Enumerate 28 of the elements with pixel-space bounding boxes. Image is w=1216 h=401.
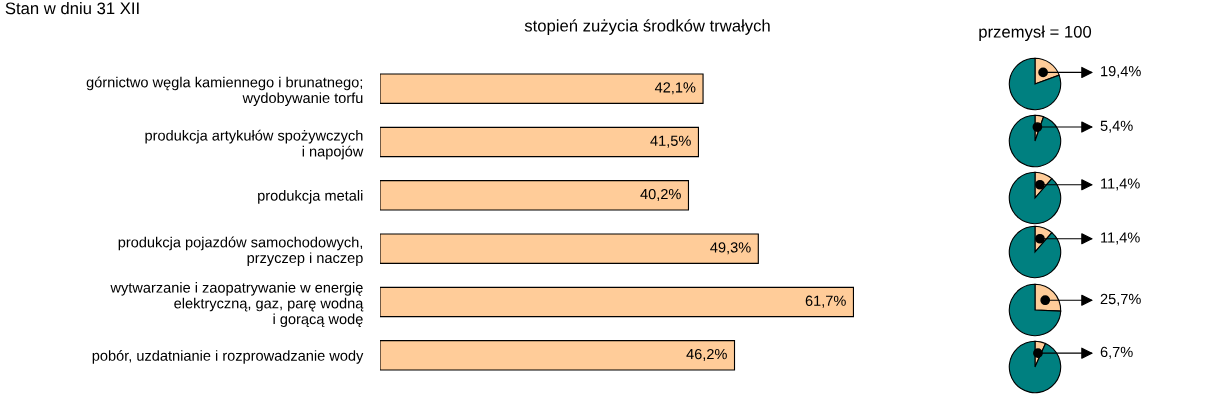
data-label: 11,4% bbox=[1101, 178, 1140, 191]
bar bbox=[380, 180, 690, 211]
y-tick-label: produkcja artykułów spożywczych i napojów bbox=[145, 129, 364, 160]
bar bbox=[380, 340, 736, 371]
data-label: 6,7% bbox=[1100, 346, 1133, 359]
data-label: 19,4% bbox=[1101, 65, 1141, 79]
y-tick-label: wytwarzanie i zaopatrywanie w energię elektryczną, gaz, parę wodną i gorącą wodę bbox=[110, 282, 364, 328]
data-label: 40,2% bbox=[640, 188, 681, 201]
bar bbox=[380, 286, 855, 318]
bar bbox=[380, 126, 700, 158]
data-label: 42,1% bbox=[654, 82, 696, 95]
data-label: 46,2% bbox=[686, 348, 727, 361]
data-label: 61,7% bbox=[805, 295, 846, 308]
bar bbox=[380, 233, 759, 264]
bar bbox=[380, 73, 704, 104]
data-label: 5,4% bbox=[1100, 120, 1133, 133]
y-tick-label: górnictwo węgla kamiennego i brunatnego; wydobywanie torfu bbox=[86, 76, 363, 106]
y-tick-label: produkcja metali bbox=[258, 190, 363, 204]
data-label: 11,4% bbox=[1101, 232, 1140, 245]
data-label: 49,3% bbox=[710, 242, 751, 255]
chart-title: stopień zużycia środków trwałych bbox=[524, 19, 770, 35]
chart-title: przemysł = 100 bbox=[979, 25, 1092, 42]
y-tick-label: pobór, uzdatnianie i rozprowadzanie wody bbox=[92, 349, 364, 364]
pie-slice bbox=[1008, 283, 1062, 337]
data-label: 41,5% bbox=[650, 135, 691, 148]
text: Stan w dniu 31 XII bbox=[5, 2, 139, 15]
data-label: 25,7% bbox=[1100, 293, 1141, 306]
y-tick-label: produkcja pojazdów samochodowych, przyczep i naczep bbox=[118, 236, 363, 266]
